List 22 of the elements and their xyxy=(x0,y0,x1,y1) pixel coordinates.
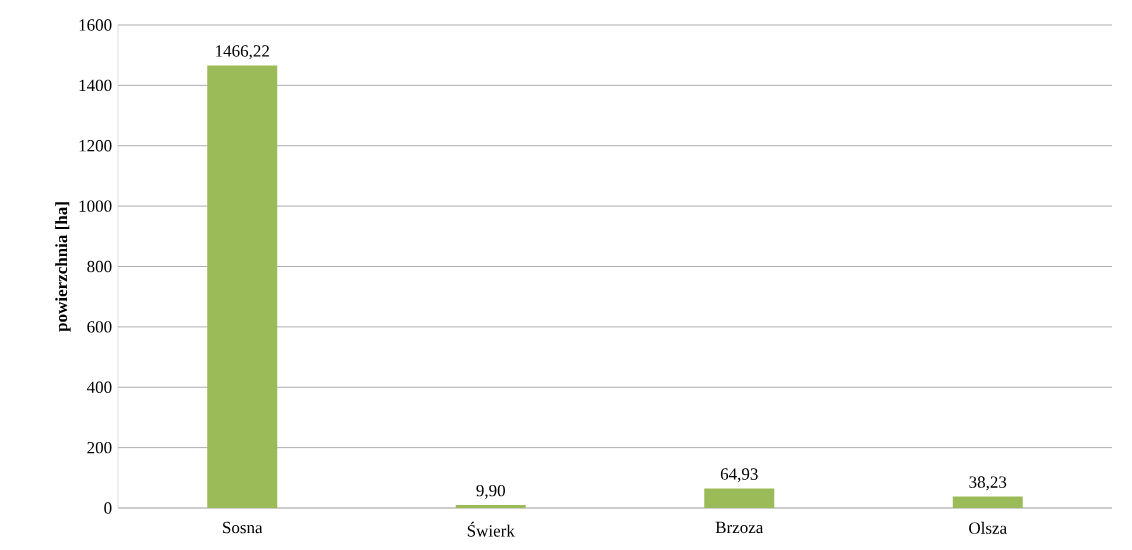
y-tick-label: 1600 xyxy=(79,19,112,31)
bar xyxy=(455,505,526,508)
y-tick-label: 200 xyxy=(87,441,112,454)
x-tick-label: Świerk xyxy=(467,521,515,537)
x-tick-label: Brzoza xyxy=(715,521,764,534)
data-label: 64,93 xyxy=(720,468,758,483)
y-tick-label: 600 xyxy=(87,321,112,333)
bar xyxy=(704,488,775,508)
y-tick-label: 800 xyxy=(87,260,112,273)
y-tick-label: 1200 xyxy=(79,140,112,152)
x-tick-label: Sosna xyxy=(223,521,263,534)
bar xyxy=(207,65,278,508)
data-label: 38,23 xyxy=(969,476,1007,491)
y-tick-label: 400 xyxy=(86,381,112,393)
bar xyxy=(952,496,1023,508)
y-tick-label: 0 xyxy=(104,502,112,514)
data-label: 9,90 xyxy=(476,484,505,499)
y-axis-title: powierzchnia [ha] xyxy=(55,202,71,332)
y-tick-label: 1000 xyxy=(79,200,112,212)
x-tick-label: Olsza xyxy=(969,521,1007,534)
y-tick-label: 1400 xyxy=(79,79,112,92)
data-label: 1466,22 xyxy=(216,45,269,60)
